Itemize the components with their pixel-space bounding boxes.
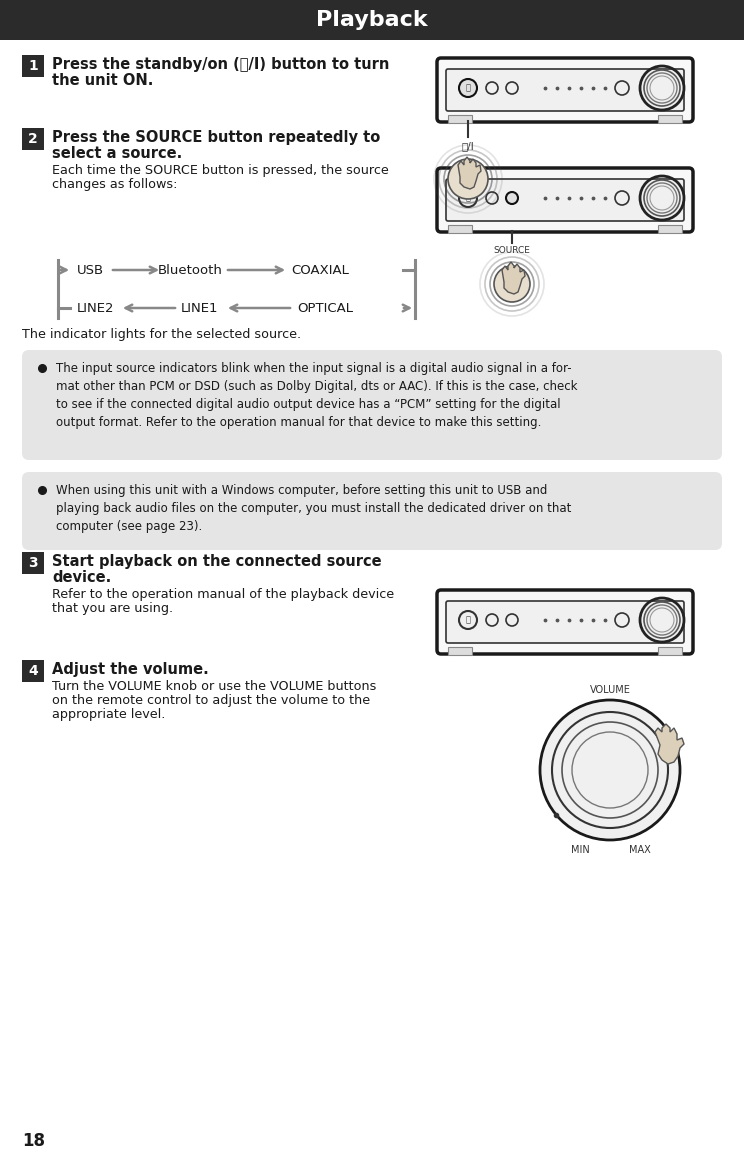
Text: When using this unit with a Windows computer, before setting this unit to USB an: When using this unit with a Windows comp…: [56, 484, 548, 497]
Text: that you are using.: that you are using.: [52, 603, 173, 615]
Circle shape: [494, 266, 530, 302]
Text: 3: 3: [28, 556, 38, 570]
Bar: [22, 552, 44, 574]
Text: 18: 18: [22, 1133, 45, 1150]
Circle shape: [486, 192, 498, 204]
Text: Playback: Playback: [316, 11, 428, 30]
Text: mat other than PCM or DSD (such as Dolby Digital, dts or AAC). If this is the ca: mat other than PCM or DSD (such as Dolby…: [56, 380, 577, 393]
FancyBboxPatch shape: [437, 168, 693, 232]
Bar: [658, 115, 682, 123]
FancyBboxPatch shape: [446, 179, 684, 221]
Bar: [22, 55, 44, 77]
Polygon shape: [458, 157, 481, 190]
Text: MIN: MIN: [571, 845, 589, 855]
Text: Press the standby/on (⏻/I) button to turn: Press the standby/on (⏻/I) button to tur…: [52, 57, 389, 73]
Text: 2: 2: [28, 132, 38, 146]
Text: LINE2: LINE2: [76, 302, 114, 315]
Bar: [658, 647, 682, 655]
Text: Turn the VOLUME knob or use the VOLUME buttons: Turn the VOLUME knob or use the VOLUME b…: [52, 680, 376, 693]
Text: SOURCE: SOURCE: [493, 246, 530, 255]
FancyBboxPatch shape: [22, 472, 722, 550]
Circle shape: [615, 613, 629, 627]
Polygon shape: [655, 724, 684, 764]
Circle shape: [459, 80, 477, 97]
FancyBboxPatch shape: [446, 69, 684, 111]
FancyBboxPatch shape: [437, 58, 693, 122]
Text: Each time the SOURCE button is pressed, the source: Each time the SOURCE button is pressed, …: [52, 164, 389, 177]
Text: COAXIAL: COAXIAL: [291, 263, 349, 276]
Bar: [448, 115, 472, 123]
Circle shape: [459, 190, 477, 207]
Text: Bluetooth: Bluetooth: [158, 263, 222, 276]
Text: MAX: MAX: [629, 845, 651, 855]
Bar: [658, 225, 682, 233]
Text: 1: 1: [28, 58, 38, 73]
Text: VOLUME: VOLUME: [589, 684, 630, 695]
Text: changes as follows:: changes as follows:: [52, 178, 178, 191]
Circle shape: [615, 191, 629, 205]
Bar: [22, 128, 44, 150]
Text: select a source.: select a source.: [52, 146, 182, 161]
Text: USB: USB: [77, 263, 103, 276]
Bar: [448, 647, 472, 655]
Bar: [448, 225, 472, 233]
Text: OPTICAL: OPTICAL: [297, 302, 353, 315]
Text: playing back audio files on the computer, you must install the dedicated driver : playing back audio files on the computer…: [56, 502, 571, 515]
Text: The input source indicators blink when the input signal is a digital audio signa: The input source indicators blink when t…: [56, 362, 571, 376]
Text: ⏻: ⏻: [466, 615, 470, 624]
Circle shape: [448, 159, 488, 199]
Text: to see if the connected digital audio output device has a “PCM” setting for the : to see if the connected digital audio ou…: [56, 398, 561, 411]
Text: the unit ON.: the unit ON.: [52, 73, 153, 88]
FancyBboxPatch shape: [22, 350, 722, 460]
Circle shape: [540, 700, 680, 840]
Text: LINE1: LINE1: [182, 302, 219, 315]
Text: ⏻/I: ⏻/I: [461, 142, 475, 151]
Text: output format. Refer to the operation manual for that device to make this settin: output format. Refer to the operation ma…: [56, 417, 542, 429]
Circle shape: [486, 82, 498, 94]
Text: Refer to the operation manual of the playback device: Refer to the operation manual of the pla…: [52, 589, 394, 601]
Circle shape: [506, 82, 518, 94]
Text: ⏻: ⏻: [466, 83, 470, 92]
Circle shape: [506, 614, 518, 626]
FancyBboxPatch shape: [437, 590, 693, 654]
Circle shape: [615, 81, 629, 95]
Text: The indicator lights for the selected source.: The indicator lights for the selected so…: [22, 328, 301, 340]
Text: ⏻: ⏻: [466, 193, 470, 202]
Text: Start playback on the connected source: Start playback on the connected source: [52, 555, 382, 569]
Text: 4: 4: [28, 665, 38, 677]
Circle shape: [506, 192, 518, 204]
Circle shape: [486, 614, 498, 626]
Text: computer (see page 23).: computer (see page 23).: [56, 519, 202, 534]
Text: appropriate level.: appropriate level.: [52, 708, 165, 721]
Polygon shape: [502, 262, 525, 294]
Text: on the remote control to adjust the volume to the: on the remote control to adjust the volu…: [52, 694, 370, 707]
Bar: [0, 0, 744, 40]
FancyBboxPatch shape: [446, 601, 684, 644]
Bar: [22, 660, 44, 682]
Text: Press the SOURCE button repeatedly to: Press the SOURCE button repeatedly to: [52, 130, 380, 145]
Text: device.: device.: [52, 570, 112, 585]
Circle shape: [459, 611, 477, 629]
Text: Adjust the volume.: Adjust the volume.: [52, 662, 209, 677]
